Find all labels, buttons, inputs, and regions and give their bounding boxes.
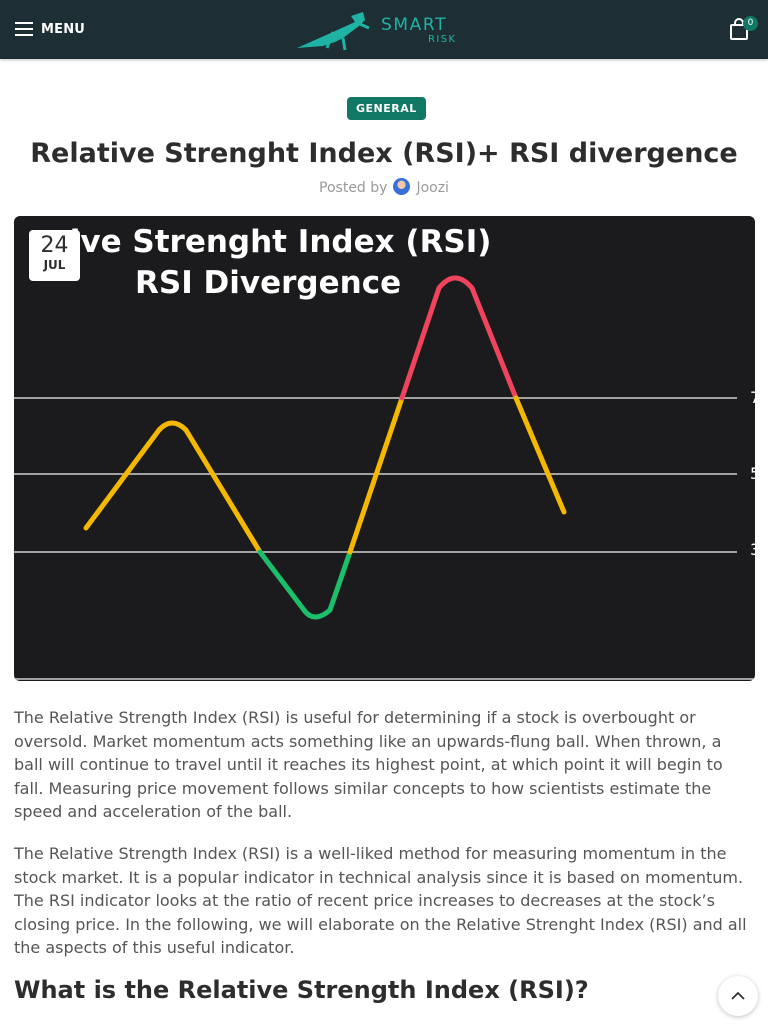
rsi-line-yellow-2 bbox=[347, 395, 405, 555]
menu-label: MENU bbox=[41, 21, 86, 37]
logo-subtext: RISK bbox=[428, 34, 457, 45]
posted-by-label: Posted by bbox=[319, 180, 388, 196]
post-meta: Posted by Joozi bbox=[0, 178, 768, 196]
cart-count-badge: 0 bbox=[743, 16, 758, 31]
date-day: 24 bbox=[40, 233, 69, 258]
scroll-to-top-button[interactable] bbox=[718, 976, 758, 1016]
level-label-50: 5 bbox=[750, 464, 755, 483]
shopping-bag-icon bbox=[730, 18, 748, 40]
site-logo[interactable]: SMART RISK bbox=[293, 8, 475, 52]
paragraph-intro: The Relative Strength Index (RSI) is use… bbox=[14, 708, 723, 821]
menu-icon bbox=[15, 22, 33, 36]
page-title: Relative Strenght Index (RSI)+ RSI diver… bbox=[30, 138, 738, 169]
rsi-line-yellow-1 bbox=[83, 420, 263, 555]
logo-text: SMART bbox=[381, 15, 448, 35]
rsi-line-yellow-3 bbox=[513, 395, 567, 515]
category-badge[interactable]: GENERAL bbox=[347, 97, 426, 120]
chevron-up-icon bbox=[731, 991, 745, 1000]
date-badge: 24 JUL bbox=[29, 230, 80, 281]
rsi-line-red bbox=[399, 275, 519, 401]
paragraph-overview: The Relative Strength Index (RSI) is a w… bbox=[14, 844, 747, 957]
date-month: JUL bbox=[43, 258, 66, 272]
section-heading: What is the Relative Strength Index (RSI… bbox=[14, 976, 589, 1004]
cart-button[interactable]: 0 bbox=[728, 14, 760, 46]
level-label-30: 3 bbox=[750, 540, 755, 559]
featured-image: ative Strenght Index (RSI) RSI Divergenc… bbox=[14, 216, 755, 681]
hero-title-line2: RSI Divergence bbox=[135, 265, 402, 301]
site-header: MENU SMART RISK 0 bbox=[0, 0, 768, 59]
menu-button[interactable]: MENU bbox=[15, 17, 85, 41]
author-link[interactable]: Joozi bbox=[416, 180, 449, 196]
author-avatar[interactable] bbox=[393, 178, 411, 195]
hero-title-line1: ative Strenght Index (RSI) bbox=[34, 224, 492, 260]
rsi-illustration bbox=[14, 275, 755, 680]
logo-icon bbox=[297, 12, 370, 51]
rsi-line-green bbox=[257, 549, 353, 620]
level-label-70: 7 bbox=[750, 388, 755, 407]
